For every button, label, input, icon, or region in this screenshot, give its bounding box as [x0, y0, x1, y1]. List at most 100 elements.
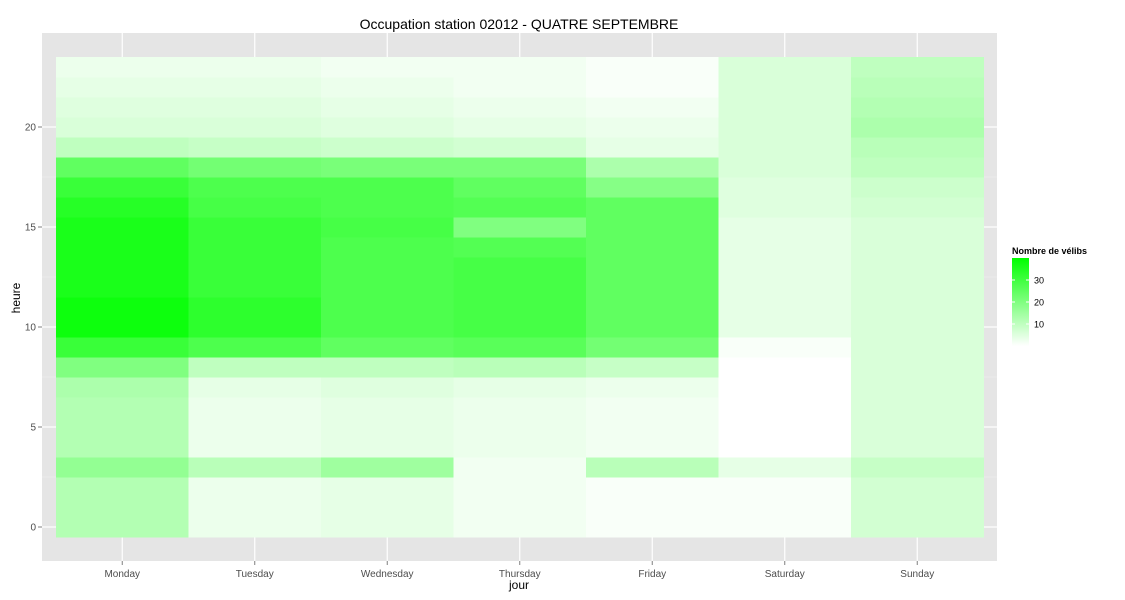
heatmap-tile [851, 297, 984, 318]
heatmap-tile [321, 457, 454, 478]
heatmap-tile [56, 77, 189, 98]
heatmap-tile [56, 257, 189, 278]
y-tick-label: 5 [30, 423, 36, 434]
heatmap-tile [321, 477, 454, 498]
heatmap-tile [56, 337, 189, 358]
heatmap-tile [321, 417, 454, 438]
heatmap-tile [851, 57, 984, 78]
heatmap-tile [851, 197, 984, 218]
heatmap-tile [321, 197, 454, 218]
heatmap-tile [321, 137, 454, 158]
heatmap-tile [453, 97, 587, 118]
chart-title: Occupation station 02012 - QUATRE SEPTEM… [360, 16, 679, 32]
heatmap-tile [453, 297, 587, 318]
heatmap-tile [321, 157, 454, 178]
heatmap-tile [321, 117, 454, 138]
heatmap-tile [586, 417, 719, 438]
heatmap-tile [453, 457, 587, 478]
heatmap-tile [321, 277, 454, 298]
heatmap-tile [453, 477, 587, 498]
heatmap-tile [188, 417, 322, 438]
y-tick-label: 15 [25, 223, 37, 234]
heatmap-tile [718, 517, 852, 538]
heatmap-tile [586, 497, 719, 518]
heatmap-tile [453, 317, 587, 338]
heatmap-tile [851, 277, 984, 298]
heatmap-tile [586, 97, 719, 118]
legend-colorbar [1012, 258, 1029, 346]
heatmap-tile [453, 497, 587, 518]
x-tick-label: Thursday [499, 569, 541, 580]
y-tick-label: 20 [25, 123, 37, 134]
heatmap-tile [851, 317, 984, 338]
heatmap-tile [56, 57, 189, 78]
heatmap-tile [453, 137, 587, 158]
x-tick-label: Monday [104, 569, 140, 580]
heatmap-tile [188, 77, 322, 98]
heatmap-tile [56, 377, 189, 398]
heatmap-tile [851, 337, 984, 358]
heatmap-tile [586, 137, 719, 158]
heatmap-tile [718, 317, 852, 338]
heatmap-tile [851, 477, 984, 498]
heatmap-tile [718, 177, 852, 198]
heatmap-tile [718, 417, 852, 438]
x-axis-title: jour [508, 578, 529, 592]
heatmap-tile [56, 457, 189, 478]
heatmap-tile [718, 477, 852, 498]
heatmap-tile [718, 237, 852, 258]
heatmap-tile [453, 217, 587, 238]
heatmap-tile [188, 317, 322, 338]
heatmap-tile [718, 97, 852, 118]
heatmap-tile [718, 497, 852, 518]
heatmap-tile [586, 57, 719, 78]
heatmap-tile [56, 397, 189, 418]
heatmap-tile [453, 77, 587, 98]
heatmap-tile [586, 157, 719, 178]
heatmap-tile [188, 97, 322, 118]
heatmap-tile [453, 157, 587, 178]
heatmap-tile [453, 277, 587, 298]
heatmap-tile [321, 177, 454, 198]
heatmap-tile [718, 137, 852, 158]
y-axis-title: heure [9, 282, 23, 313]
heatmap-tile [586, 117, 719, 138]
heatmap-tile [453, 357, 587, 378]
heatmap-tile [851, 137, 984, 158]
heatmap-tile [851, 237, 984, 258]
heatmap-tile [718, 217, 852, 238]
heatmap-tile [851, 517, 984, 538]
heatmap-tile [321, 257, 454, 278]
heatmap-tile [718, 277, 852, 298]
heatmap-tile [188, 517, 322, 538]
heatmap-tile [718, 457, 852, 478]
heatmap-tile [56, 177, 189, 198]
heatmap-tile [718, 257, 852, 278]
heatmap-tile [851, 437, 984, 458]
legend-title: Nombre de vélibs [1012, 246, 1087, 256]
heatmap-tile [56, 357, 189, 378]
heatmap-tile [851, 417, 984, 438]
heatmap-tile [453, 57, 587, 78]
heatmap-tile [56, 97, 189, 118]
heatmap-tile [718, 297, 852, 318]
y-tick-label: 10 [25, 323, 37, 334]
legend-label: 30 [1034, 276, 1044, 286]
heatmap-tile [321, 57, 454, 78]
heatmap-tile [188, 257, 322, 278]
heatmap-tile [851, 257, 984, 278]
heatmap-tile [718, 357, 852, 378]
heatmap-tile [321, 237, 454, 258]
y-tick-label: 0 [30, 523, 36, 534]
heatmap-tile [718, 77, 852, 98]
heatmap-tile [321, 317, 454, 338]
heatmap-tile [453, 377, 587, 398]
heatmap-tile [586, 457, 719, 478]
heatmap-tile [851, 357, 984, 378]
heatmap-tile [188, 437, 322, 458]
heatmap-tile [851, 117, 984, 138]
x-tick-label: Wednesday [361, 569, 414, 580]
heatmap-tile [56, 497, 189, 518]
heatmap-tile [321, 217, 454, 238]
heatmap-tile [188, 357, 322, 378]
